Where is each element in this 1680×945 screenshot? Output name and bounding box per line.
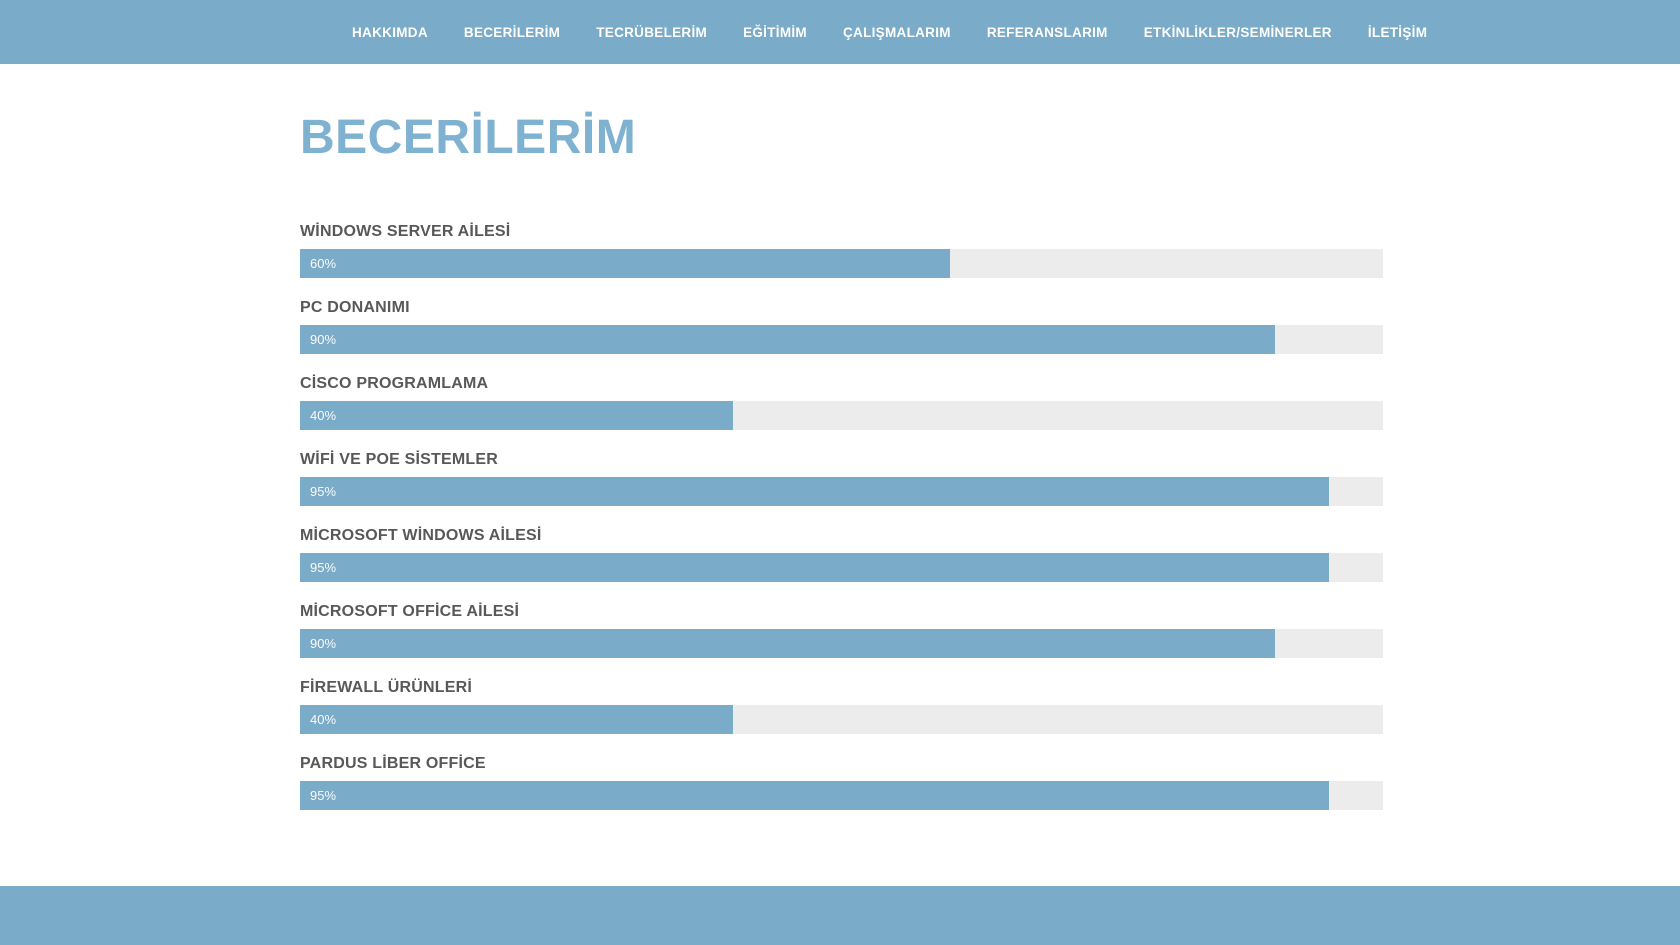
skill-progress-track: 40% xyxy=(300,705,1383,735)
nav-item-iletisim[interactable]: İLETİŞİM xyxy=(1367,24,1428,40)
nav-item-referanslarim[interactable]: REFERANSLARIM xyxy=(986,24,1108,40)
skill-progress-track: 40% xyxy=(300,401,1383,431)
skill-progress-fill: 95% xyxy=(300,477,1329,507)
skill-row-microsoft-windows: MİCROSOFT WİNDOWS AİLESİ 95% xyxy=(300,527,1383,583)
skill-progress-fill: 40% xyxy=(300,705,734,735)
nav-item-etkinlikler-seminerler[interactable]: ETKİNLİKLER/SEMİNERLER xyxy=(1143,24,1332,40)
skill-progress-fill: 95% xyxy=(300,553,1329,583)
skill-percent-label: 40% xyxy=(310,712,337,728)
skill-progress-fill: 60% xyxy=(300,249,950,279)
nav-item-becerilerim[interactable]: BECERİLERİM xyxy=(463,24,561,40)
skill-progress-fill: 40% xyxy=(300,401,734,431)
skill-row-pardus-liber-office: PARDUS LİBER OFFİCE 95% xyxy=(300,755,1383,811)
skills-section: BECERİLERİM WİNDOWS SERVER AİLESİ 60% PC… xyxy=(0,64,1680,886)
top-navigation-bar: HAKKIMDA BECERİLERİM TECRÜBELERİM EĞİTİM… xyxy=(0,0,1680,64)
nav-menu: HAKKIMDA BECERİLERİM TECRÜBELERİM EĞİTİM… xyxy=(334,19,1445,46)
skill-percent-label: 90% xyxy=(310,636,337,652)
skill-label: WİNDOWS SERVER AİLESİ xyxy=(300,223,511,241)
skill-progress-track: 90% xyxy=(300,325,1383,355)
nav-item-calismalarim[interactable]: ÇALIŞMALARIM xyxy=(842,24,951,40)
skill-percent-label: 95% xyxy=(310,484,337,500)
skill-row-wifi-poe: WİFİ VE POE SİSTEMLER 95% xyxy=(300,451,1383,507)
skill-percent-label: 95% xyxy=(310,788,337,804)
skill-label: MİCROSOFT OFFİCE AİLESİ xyxy=(300,603,520,621)
skills-list: WİNDOWS SERVER AİLESİ 60% PC DONANIMI 90… xyxy=(300,223,1383,811)
skill-progress-track: 95% xyxy=(300,781,1383,811)
skill-progress-track: 95% xyxy=(300,553,1383,583)
skill-percent-label: 95% xyxy=(310,560,337,576)
skill-label: PARDUS LİBER OFFİCE xyxy=(300,755,486,773)
skill-row-cisco-programlama: CİSCO PROGRAMLAMA 40% xyxy=(300,375,1383,431)
nav-item-tecrubelerim[interactable]: TECRÜBELERİM xyxy=(596,24,708,40)
skill-percent-label: 40% xyxy=(310,408,337,424)
skill-percent-label: 60% xyxy=(310,256,337,272)
nav-item-egitimim[interactable]: EĞİTİMİM xyxy=(743,24,807,40)
skill-progress-fill: 90% xyxy=(300,629,1275,659)
skill-row-pc-donanimi: PC DONANIMI 90% xyxy=(300,299,1383,355)
skill-percent-label: 90% xyxy=(310,332,337,348)
nav-item-hakkimda[interactable]: HAKKIMDA xyxy=(352,24,428,40)
skill-progress-fill: 95% xyxy=(300,781,1329,811)
skill-row-microsoft-office: MİCROSOFT OFFİCE AİLESİ 90% xyxy=(300,603,1383,659)
skill-label: FİREWALL ÜRÜNLERİ xyxy=(300,679,472,697)
skill-row-firewall: FİREWALL ÜRÜNLERİ 40% xyxy=(300,679,1383,735)
skill-progress-track: 95% xyxy=(300,477,1383,507)
skill-row-windows-server: WİNDOWS SERVER AİLESİ 60% xyxy=(300,223,1383,279)
skill-progress-track: 60% xyxy=(300,249,1383,279)
skill-progress-track: 90% xyxy=(300,629,1383,659)
skill-label: WİFİ VE POE SİSTEMLER xyxy=(300,451,498,469)
skill-label: CİSCO PROGRAMLAMA xyxy=(300,375,489,393)
footer-bar xyxy=(0,886,1680,945)
skill-label: MİCROSOFT WİNDOWS AİLESİ xyxy=(300,527,542,545)
skill-progress-fill: 90% xyxy=(300,325,1275,355)
page-title: BECERİLERİM xyxy=(300,111,637,164)
skill-label: PC DONANIMI xyxy=(300,299,410,317)
